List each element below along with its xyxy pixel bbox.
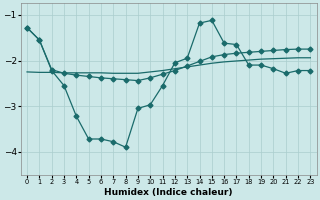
X-axis label: Humidex (Indice chaleur): Humidex (Indice chaleur) [104,188,233,197]
